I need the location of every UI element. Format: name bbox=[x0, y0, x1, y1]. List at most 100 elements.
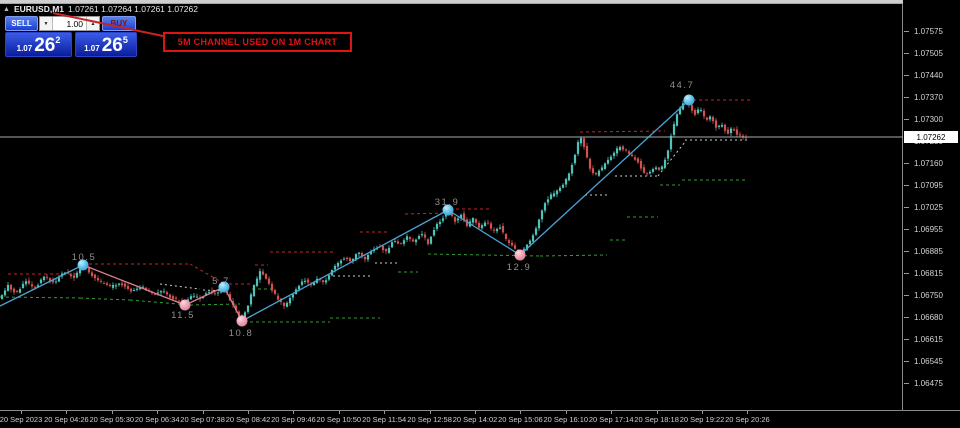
time-axis-label: 20 Sep 15:06 bbox=[498, 415, 543, 424]
channel-red-segment bbox=[404, 212, 447, 215]
price-tick bbox=[904, 185, 909, 186]
symbol-timeframe-label: EURUSD,M1 bbox=[13, 4, 64, 14]
pivot-dots bbox=[77, 94, 695, 327]
volume-increase-button[interactable]: ▲ bbox=[86, 17, 99, 30]
pivot-labels: 10.5 11.5 5.7 10.8 31.9 12.9 44.7 bbox=[72, 80, 695, 339]
time-tick bbox=[611, 411, 613, 414]
time-axis-label: 20 Sep 11:54 bbox=[362, 415, 407, 424]
channel-green-segment bbox=[0, 296, 81, 299]
time-axis-label: 20 Sep 05:30 bbox=[89, 415, 135, 424]
channel-white-segment bbox=[657, 141, 686, 177]
buy-price-prefix: 1.07 bbox=[84, 44, 100, 53]
time-tick bbox=[747, 411, 749, 414]
price-axis-label: 1.06615 bbox=[914, 335, 943, 344]
price-tick bbox=[904, 317, 909, 318]
channel-green-segment bbox=[539, 254, 608, 257]
channel-green-segment bbox=[189, 303, 241, 306]
price-axis-label: 1.06815 bbox=[914, 269, 943, 278]
volume-input[interactable]: 1.00 bbox=[66, 18, 83, 29]
price-tick bbox=[904, 97, 909, 98]
channel-green-segment bbox=[427, 253, 541, 257]
price-axis-label: 1.06545 bbox=[914, 357, 943, 366]
price-axis[interactable]: 1.07575 1.07505 1.07440 1.07370 1.07300 1.072… bbox=[904, 3, 960, 410]
time-axis-label: 20 Sep 2023 bbox=[0, 415, 43, 424]
pivot-label-12.9: 12.9 bbox=[507, 262, 532, 273]
zigzag-lines bbox=[0, 99, 690, 322]
price-tick bbox=[904, 163, 909, 164]
time-tick bbox=[111, 411, 113, 414]
candlesticks bbox=[0, 100, 748, 324]
time-tick bbox=[66, 411, 68, 414]
time-axis[interactable]: 20 Sep 2023 20 Sep 04:26 20 Sep 05:30 20 Se… bbox=[0, 411, 960, 428]
pivot-dot-12.9 bbox=[514, 249, 526, 261]
price-tick bbox=[904, 119, 909, 120]
time-tick bbox=[293, 411, 295, 414]
time-tick bbox=[21, 411, 22, 414]
price-tick bbox=[904, 361, 909, 362]
time-axis-label: 20 Sep 16:10 bbox=[543, 415, 589, 424]
sell-price-button[interactable]: 1.07 26 2 bbox=[5, 32, 72, 57]
time-axis-label: 20 Sep 08:42 bbox=[225, 415, 271, 424]
price-axis-label: 1.07440 bbox=[914, 71, 943, 80]
time-axis-label: 20 Sep 14:02 bbox=[452, 415, 498, 424]
price-axis-label: 1.07095 bbox=[914, 181, 943, 190]
time-tick bbox=[384, 411, 386, 414]
zigzag-segment bbox=[0, 264, 84, 307]
sell-price-prefix: 1.07 bbox=[16, 44, 33, 53]
price-tick bbox=[904, 273, 909, 274]
time-axis-label: 20 Sep 09:46 bbox=[271, 415, 316, 424]
volume-decrease-button[interactable]: ▼ bbox=[40, 17, 53, 30]
toolbar-edge bbox=[0, 0, 903, 3]
time-axis-label: 20 Sep 04:26 bbox=[44, 415, 89, 424]
pivot-dot-10.5 bbox=[77, 259, 89, 271]
zigzag-segment bbox=[519, 99, 690, 256]
channel-red-segment bbox=[189, 263, 224, 284]
time-tick bbox=[338, 411, 340, 414]
pivot-label-10.8: 10.8 bbox=[229, 328, 254, 339]
price-axis-label: 1.06955 bbox=[914, 225, 943, 234]
pivot-label-31.9: 31.9 bbox=[435, 197, 460, 208]
price-tick bbox=[904, 229, 909, 230]
pivot-dot-5.7 bbox=[218, 281, 230, 293]
time-axis-label: 20 Sep 12:58 bbox=[407, 415, 452, 424]
price-axis-label: 1.07025 bbox=[914, 203, 943, 212]
symbol-marker-icon: ▲ bbox=[3, 5, 10, 13]
time-axis-label: 20 Sep 17:14 bbox=[588, 415, 634, 424]
volume-spinner: ▼ 1.00 ▲ bbox=[39, 16, 100, 31]
current-price-tag: 1.07262 bbox=[904, 131, 958, 143]
time-tick bbox=[248, 411, 249, 414]
annotation-box: 5M CHANNEL USED ON 1M CHART bbox=[163, 32, 352, 52]
time-tick bbox=[429, 411, 431, 414]
time-axis-label: 20 Sep 06:34 bbox=[134, 415, 180, 424]
time-axis-label: 20 Sep 10:50 bbox=[316, 415, 362, 424]
price-tick bbox=[904, 31, 909, 32]
price-axis-label: 1.06750 bbox=[914, 291, 943, 300]
price-tick bbox=[904, 383, 909, 384]
pivot-dot-31.9 bbox=[442, 204, 454, 216]
pivot-label-10.5: 10.5 bbox=[72, 252, 97, 263]
sell-button[interactable]: SELL bbox=[5, 16, 38, 31]
zigzag-segment bbox=[241, 209, 449, 322]
time-tick bbox=[202, 411, 204, 414]
time-axis-label: 20 Sep 19:22 bbox=[679, 415, 725, 424]
pivot-label-11.5: 11.5 bbox=[171, 310, 195, 321]
time-axis-separator bbox=[0, 410, 960, 411]
buy-button[interactable]: BUY bbox=[102, 16, 136, 31]
pivot-label-5.7: 5.7 bbox=[212, 276, 230, 287]
price-tick bbox=[904, 339, 909, 340]
sell-price-pips: 26 bbox=[34, 35, 56, 56]
zigzag-segment bbox=[82, 264, 186, 306]
buy-price-button[interactable]: 1.07 26 5 bbox=[75, 32, 137, 57]
chart-title: ▲ EURUSD,M1 1.07261 1.07264 1.07261 1.07… bbox=[3, 4, 198, 14]
price-axis-label: 1.06680 bbox=[914, 313, 943, 322]
channel-green-segment bbox=[79, 297, 131, 301]
price-axis-label: 1.06475 bbox=[914, 379, 943, 388]
pivot-label-44.7: 44.7 bbox=[670, 80, 695, 91]
price-tick bbox=[904, 53, 909, 54]
time-tick bbox=[475, 411, 476, 414]
channel-red-segment bbox=[579, 130, 666, 133]
price-axis-label: 1.06885 bbox=[914, 247, 943, 256]
time-axis-label: 20 Sep 07:38 bbox=[180, 415, 225, 424]
